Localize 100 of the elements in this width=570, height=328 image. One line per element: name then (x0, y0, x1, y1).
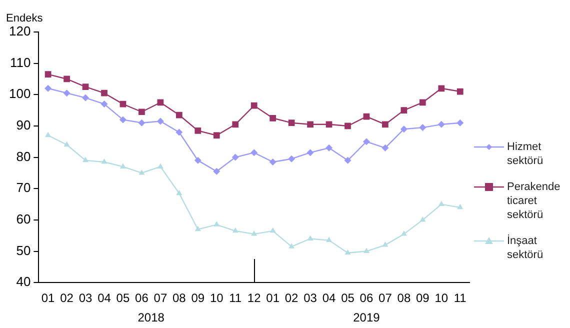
text: 2019 (353, 310, 380, 324)
point (64, 76, 70, 82)
legend-label: Hizmet sektörü (507, 140, 544, 168)
x-tick-label: 02 (60, 291, 74, 306)
y-tick-label: 120 (8, 24, 31, 39)
point (344, 156, 352, 164)
point (101, 90, 108, 96)
x-tick-label: 12 (247, 291, 262, 306)
point (82, 84, 89, 90)
point (438, 200, 444, 206)
point (232, 154, 239, 161)
y-tick-label: 110 (10, 54, 31, 70)
x-tick-label: 04 (98, 291, 112, 306)
point (363, 248, 370, 254)
point (64, 141, 70, 147)
point (213, 168, 220, 175)
point (194, 127, 202, 134)
x-tick-label: 09 (416, 291, 430, 306)
point (307, 235, 314, 240)
point (400, 126, 408, 133)
point (251, 230, 258, 236)
point (306, 149, 314, 156)
y-tick-label: 40 (16, 274, 31, 290)
point (119, 116, 126, 124)
x-tick-label: 03 (304, 291, 318, 306)
point (214, 221, 220, 226)
x-tick-label: 03 (78, 291, 93, 306)
point (382, 242, 388, 247)
point (194, 226, 201, 232)
y-tick-label: 90 (16, 118, 31, 133)
legend-label: Perakende ticaret sektörü (507, 180, 562, 222)
point (344, 249, 351, 255)
point (270, 227, 276, 233)
point (120, 163, 126, 168)
point (138, 119, 146, 126)
point (456, 88, 464, 95)
point (344, 122, 351, 130)
point (457, 204, 464, 210)
point (382, 144, 389, 152)
point (156, 118, 164, 125)
point (438, 85, 445, 92)
x-tick-label: 04 (322, 291, 336, 306)
point (250, 102, 258, 109)
x-tick-label: 02 (284, 291, 299, 306)
text: 2018 (138, 310, 165, 324)
x-tick-label: 11 (454, 291, 467, 306)
point (44, 84, 52, 92)
point (232, 121, 239, 128)
y-axis-title: Endeks (6, 12, 44, 25)
point (400, 107, 408, 114)
point (232, 227, 238, 233)
point (326, 236, 332, 242)
point (100, 100, 108, 108)
y-tick-label: 60 (16, 212, 31, 227)
x-tick-label: 06 (135, 291, 149, 306)
point (288, 243, 295, 248)
y-tick-label: 80 (16, 148, 31, 164)
point (326, 144, 333, 152)
point (101, 158, 108, 164)
point (420, 216, 426, 222)
point (194, 156, 202, 164)
legend-label: İnşaat sektörü (507, 234, 544, 262)
point (157, 163, 164, 168)
x-tick-label: 07 (378, 291, 392, 306)
point (82, 94, 90, 102)
point (250, 149, 258, 156)
point (138, 169, 145, 175)
point (176, 128, 183, 136)
x-tick-label: 01 (266, 291, 280, 306)
x-tick-label: 09 (191, 291, 205, 306)
x-tick-label: 08 (172, 291, 186, 306)
x-tick-label: 01 (41, 291, 56, 306)
point (270, 114, 276, 122)
point (176, 190, 182, 196)
x-tick-label: 10 (210, 291, 224, 306)
point (138, 108, 145, 116)
point (382, 121, 388, 128)
point (288, 155, 296, 162)
point (176, 112, 182, 118)
x-tick-label: 05 (116, 291, 130, 306)
point (213, 132, 220, 139)
point (307, 121, 314, 128)
x-tick-label: 07 (154, 291, 168, 306)
x-tick-label: 08 (397, 291, 411, 306)
point (44, 71, 52, 78)
y-tick-label: 70 (16, 180, 31, 196)
x-tick-label: 10 (434, 291, 448, 306)
x-tick-label: 06 (360, 291, 374, 306)
y-tick-label: 50 (16, 242, 31, 258)
point (362, 138, 370, 146)
point (419, 124, 426, 132)
point (326, 121, 332, 128)
point (63, 90, 70, 97)
point (438, 120, 445, 128)
point (82, 156, 89, 162)
x-tick-label: 05 (341, 291, 355, 306)
point (363, 113, 370, 120)
point (288, 120, 295, 126)
point (456, 119, 464, 126)
y-tick-label: 100 (8, 86, 31, 102)
